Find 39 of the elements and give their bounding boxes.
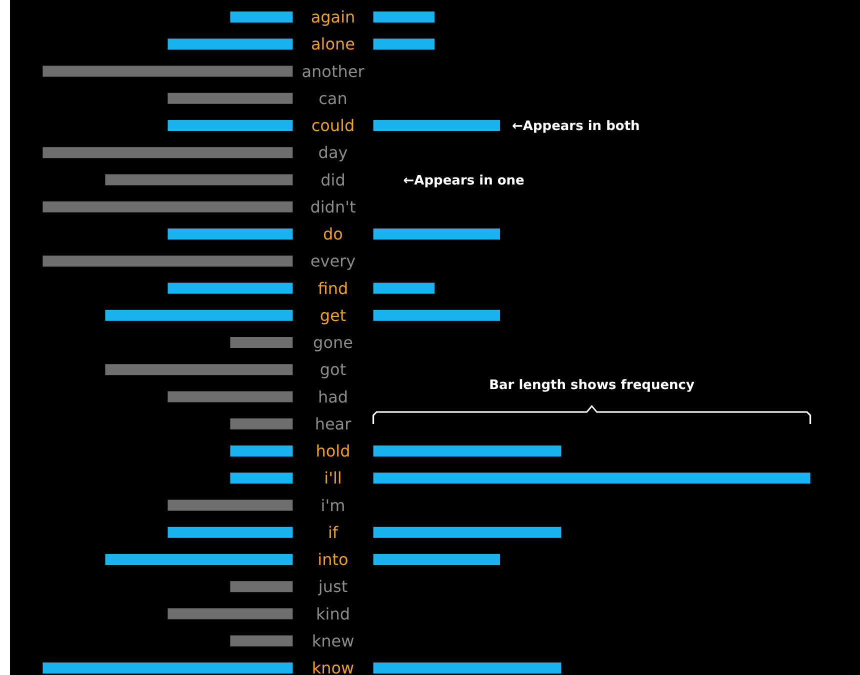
bar	[373, 120, 500, 131]
bar	[373, 446, 562, 456]
y-tick-label: gone	[313, 333, 353, 352]
y-tick-label: hear	[314, 414, 352, 434]
y-tick-label: did	[320, 170, 346, 190]
y-tick-label: didn't	[310, 197, 356, 216]
y-tick-label: into	[318, 550, 348, 570]
y-tick-label: got	[320, 360, 346, 380]
y-tick-label: alone	[310, 34, 356, 54]
y-tick-label: could	[311, 116, 355, 136]
annotation: ←Appears in both	[512, 119, 640, 134]
bar	[373, 310, 500, 321]
annotation: Bar length shows frequency	[489, 378, 695, 393]
y-tick-label: hold	[316, 442, 350, 461]
y-tick-label: again	[310, 8, 356, 27]
y-tick-label: another	[302, 62, 365, 81]
y-tick-label: had	[318, 387, 348, 406]
annotation: ←Appears in one	[403, 173, 525, 188]
bar	[373, 526, 562, 538]
bar	[373, 662, 562, 674]
y-tick-label: just	[317, 577, 348, 596]
y-tick-label: i'll	[324, 468, 342, 488]
y-tick-label: if	[328, 522, 338, 542]
y-tick-label: get	[320, 306, 346, 325]
y-tick-label: kind	[316, 604, 350, 624]
bar	[373, 228, 500, 240]
y-tick-label: can	[318, 88, 348, 108]
y-tick-label: every	[310, 252, 356, 271]
y-tick-label: knew	[312, 631, 354, 650]
bar	[373, 12, 434, 22]
y-tick-label: do	[323, 224, 343, 244]
y-tick-label: know	[312, 658, 354, 675]
y-tick-label: find	[318, 278, 348, 298]
bar	[373, 38, 434, 50]
y-tick-label: day	[318, 143, 348, 162]
bar	[373, 472, 810, 484]
bar	[373, 554, 500, 565]
bar	[373, 282, 434, 294]
y-tick-label: i'm	[320, 496, 346, 515]
